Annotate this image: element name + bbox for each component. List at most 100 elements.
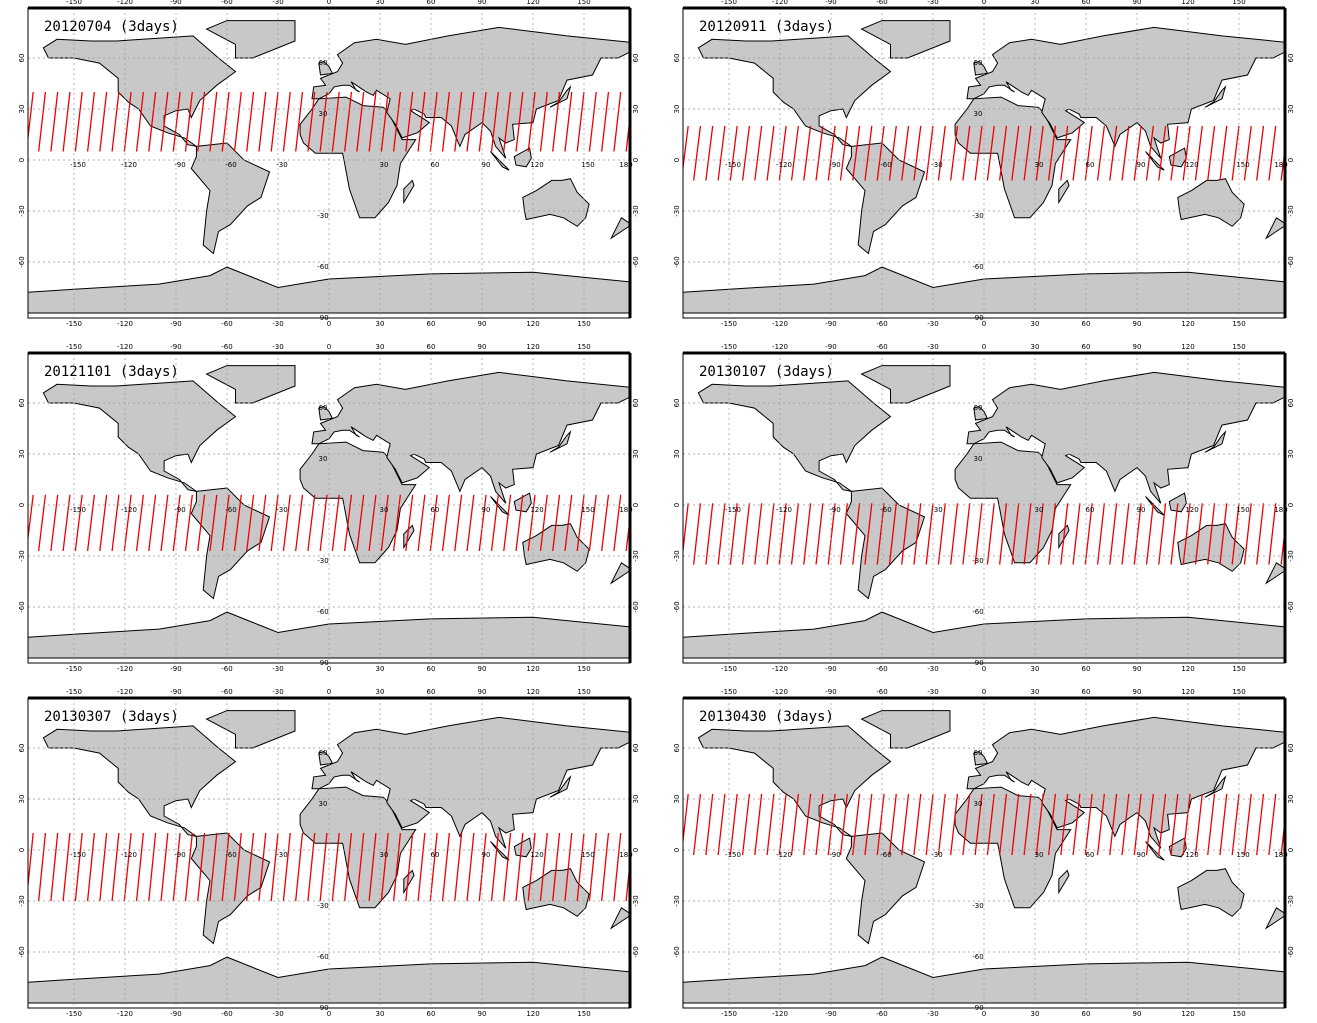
swath-track — [368, 832, 377, 902]
swath-track — [441, 832, 451, 902]
lon-tick-label: -30 — [272, 320, 283, 328]
swath-track — [827, 125, 836, 181]
swath-track — [37, 91, 47, 152]
equator-label: 30 — [1035, 506, 1044, 514]
equator-label: -120 — [121, 161, 137, 169]
swath-track — [429, 91, 438, 152]
swath-track — [888, 125, 897, 181]
land — [1177, 523, 1245, 572]
lon-tick-label: 60 — [427, 665, 436, 673]
land — [1264, 562, 1285, 585]
swath-track — [490, 494, 499, 551]
swath-track — [148, 494, 157, 551]
lon-tick-label: -30 — [272, 688, 283, 696]
lat-tick-label: 0 — [632, 158, 640, 162]
swath-track — [356, 494, 365, 551]
swath-track — [705, 125, 714, 181]
lon-tick-label: 0 — [982, 1010, 986, 1018]
swath-track — [1023, 503, 1032, 565]
swath-track — [209, 91, 218, 152]
lat-tick-label: 60 — [673, 399, 681, 408]
land — [1204, 775, 1227, 798]
equator-label: -120 — [776, 506, 792, 514]
lon-tick-label: 150 — [577, 320, 590, 328]
swath-track — [839, 125, 848, 181]
swath-track — [356, 832, 365, 902]
lon-tick-label: -120 — [772, 688, 788, 696]
swath-track — [876, 793, 885, 856]
map-body — [683, 8, 1285, 318]
land — [1058, 179, 1070, 205]
meridian-label: 30 — [974, 110, 983, 118]
swath-track — [50, 832, 59, 902]
lat-tick-label: 60 — [18, 54, 26, 63]
lat-tick-label: 0 — [632, 503, 640, 507]
swath-track — [552, 832, 561, 902]
swath-track — [552, 494, 561, 551]
swath-track — [221, 832, 230, 902]
swath-track — [197, 91, 206, 152]
swath-track — [1084, 793, 1093, 856]
swath-track — [564, 832, 573, 902]
lon-tick-label: -30 — [927, 320, 938, 328]
lon-tick-label: 30 — [376, 320, 385, 328]
land — [299, 786, 417, 909]
equator-label: 90 — [482, 161, 491, 169]
lat-tick-label: 60 — [673, 54, 681, 63]
panel-title: 20120704 (3days) — [44, 19, 179, 35]
swath-track — [1011, 125, 1020, 181]
lat-tick-label: -60 — [18, 946, 26, 957]
equator-label: -60 — [225, 851, 236, 859]
swath-track — [839, 503, 848, 565]
swath-track — [307, 494, 316, 551]
swath-track — [925, 793, 934, 856]
land — [513, 837, 532, 858]
swath-track — [925, 503, 934, 565]
equator-label: -30 — [276, 506, 287, 514]
swath-track — [588, 494, 597, 551]
swath-track — [901, 125, 910, 181]
lat-tick-label: -60 — [673, 946, 681, 957]
land — [609, 907, 630, 930]
swath-track — [962, 503, 971, 565]
swath-track — [766, 503, 775, 565]
swath-track — [62, 91, 71, 152]
swath-track — [1145, 125, 1154, 181]
swath-track — [1243, 503, 1252, 565]
lon-tick-label: -60 — [876, 0, 887, 6]
swath-track — [1243, 793, 1252, 856]
land — [609, 217, 630, 240]
land — [1145, 841, 1165, 861]
swath-track — [1084, 503, 1093, 565]
lon-tick-label: 60 — [1082, 320, 1091, 328]
lon-tick-label: 90 — [1133, 320, 1142, 328]
swath-track — [692, 503, 702, 565]
lon-tick-label: -30 — [272, 0, 283, 6]
lon-tick-label: -90 — [170, 688, 181, 696]
equator-label: 90 — [1137, 506, 1146, 514]
swath-track — [986, 793, 995, 856]
equator-label: 180 — [1274, 161, 1287, 169]
lat-tick-label: 30 — [18, 105, 26, 114]
swath-track — [827, 503, 836, 565]
lat-tick-label: 60 — [18, 399, 26, 408]
equator-label: 150 — [1236, 851, 1249, 859]
lon-tick-label: 90 — [478, 688, 487, 696]
swath-track — [527, 91, 536, 152]
swath-track — [490, 832, 499, 902]
lon-tick-label: 60 — [1082, 1010, 1091, 1018]
swath-track — [28, 832, 34, 892]
lon-tick-label: 60 — [1082, 0, 1091, 6]
swath-track — [478, 494, 487, 551]
lat-tick-label: 30 — [632, 450, 640, 459]
lon-tick-label: 150 — [1232, 688, 1245, 696]
swath-track — [392, 832, 402, 902]
lon-tick-label: -120 — [772, 665, 788, 673]
swath-track — [1256, 125, 1265, 181]
lon-tick-label: 120 — [526, 665, 539, 673]
swath-track — [601, 494, 610, 551]
equator-label: -150 — [725, 851, 741, 859]
lon-tick-label: 30 — [376, 1010, 385, 1018]
swath-track — [478, 91, 487, 152]
swath-track — [221, 494, 230, 551]
